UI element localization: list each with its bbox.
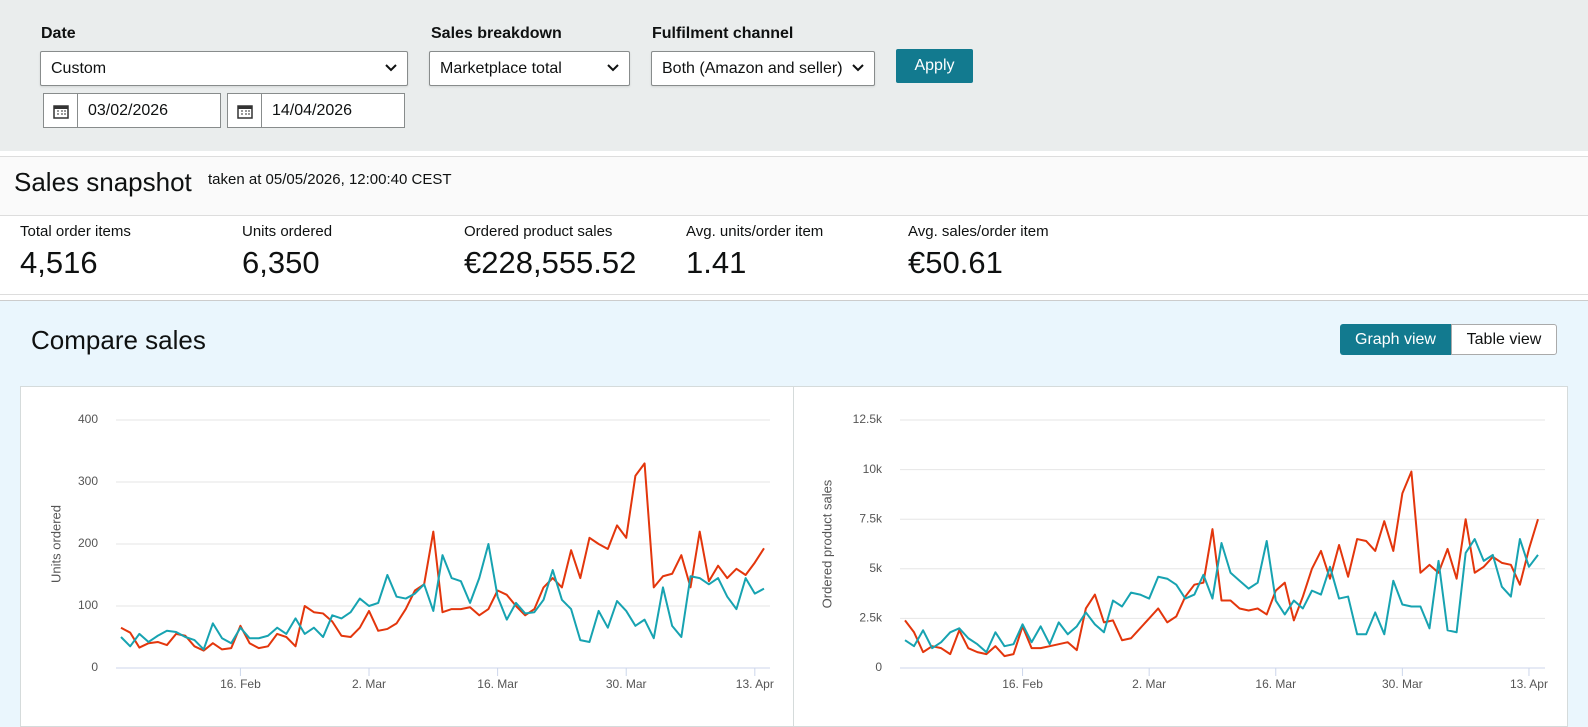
end-date-text: 14/04/2026 <box>272 102 353 119</box>
x-tick-label: 16. Feb <box>220 677 261 691</box>
metric-value: 6,350 <box>242 245 320 280</box>
y-tick-label: 2.5k <box>859 611 883 625</box>
y-tick-label: 300 <box>78 474 98 488</box>
breakdown-label: Sales breakdown <box>431 25 562 42</box>
y-tick-label: 10k <box>863 462 883 476</box>
y-tick-label: 400 <box>78 412 98 426</box>
apply-button[interactable]: Apply <box>896 49 973 83</box>
series-line <box>904 470 1539 658</box>
x-tick-label: 2. Mar <box>1132 677 1166 691</box>
series-line <box>120 462 765 652</box>
y-axis-title: Ordered product sales <box>819 479 834 608</box>
sales-chart: 0 2.5k 5k 7.5k 10k 12.5k Ordered product sales… <box>819 412 1548 691</box>
y-tick-label: 5k <box>869 561 883 575</box>
chart-divider <box>793 386 794 727</box>
calendar-icon <box>52 104 69 119</box>
series-line <box>904 538 1539 654</box>
metric-label: Units ordered <box>242 223 333 240</box>
date-label: Date <box>41 25 76 42</box>
fulfilment-select[interactable]: Both (Amazon and seller) <box>651 51 875 86</box>
graph-view-button[interactable]: Graph view <box>1340 324 1451 355</box>
calendar-icon <box>236 104 253 119</box>
x-tick-label: 30. Mar <box>1382 677 1423 691</box>
y-tick-label: 0 <box>91 660 98 674</box>
x-tick-label: 13. Apr <box>736 677 774 691</box>
metric-label: Avg. units/order item <box>686 223 824 240</box>
x-tick-label: 16. Feb <box>1002 677 1043 691</box>
chevron <box>852 64 864 72</box>
chevron <box>607 64 619 72</box>
date-value: Custom <box>51 60 107 77</box>
y-axis-title: Units ordered <box>48 505 63 583</box>
chart-panel <box>20 386 1568 727</box>
x-tick-label: 16. Mar <box>477 677 518 691</box>
fulfilment-value: Both (Amazon and seller) <box>662 60 843 77</box>
breakdown-value: Marketplace total <box>440 60 562 77</box>
start-date[interactable]: 03/02/2026 <box>43 93 221 128</box>
metric-label: Total order items <box>20 223 131 240</box>
chevron <box>385 64 397 72</box>
y-tick-label: 7.5k <box>859 511 883 525</box>
metric-label: Avg. sales/order item <box>908 223 1049 240</box>
fulfilment-label: Fulfilment channel <box>652 25 794 42</box>
x-tick-label: 13. Apr <box>1510 677 1548 691</box>
series-line <box>120 543 765 651</box>
date-select[interactable]: Custom <box>40 51 408 86</box>
y-tick-label: 100 <box>78 598 98 612</box>
x-tick-label: 2. Mar <box>352 677 386 691</box>
metric-label: Ordered product sales <box>464 223 613 240</box>
start-date-text: 03/02/2026 <box>88 102 169 119</box>
snapshot-time: taken at 05/05/2026, 12:00:40 CEST <box>208 171 452 188</box>
breakdown-select[interactable]: Marketplace total <box>429 51 630 86</box>
end-date[interactable]: 14/04/2026 <box>227 93 405 128</box>
y-tick-label: 12.5k <box>853 412 883 426</box>
x-tick-label: 30. Mar <box>606 677 647 691</box>
y-tick-label: 0 <box>875 660 882 674</box>
metric-value: €50.61 <box>908 245 1003 280</box>
metric-value: 1.41 <box>686 245 747 280</box>
compare-title: Compare sales <box>31 325 206 355</box>
snapshot-title: Sales snapshot <box>14 167 192 197</box>
metrics-border <box>0 294 1588 295</box>
snapshot-header <box>0 156 1588 216</box>
table-view-button[interactable]: Table view <box>1451 324 1557 355</box>
x-tick-label: 16. Mar <box>1255 677 1296 691</box>
units-chart: 0 100 200 300 400 Units ordered 16. Feb 2. Mar 1… <box>48 412 774 691</box>
metric-value: 4,516 <box>20 245 98 280</box>
y-tick-label: 200 <box>78 536 98 550</box>
metric-value: €228,555.52 <box>464 245 637 280</box>
